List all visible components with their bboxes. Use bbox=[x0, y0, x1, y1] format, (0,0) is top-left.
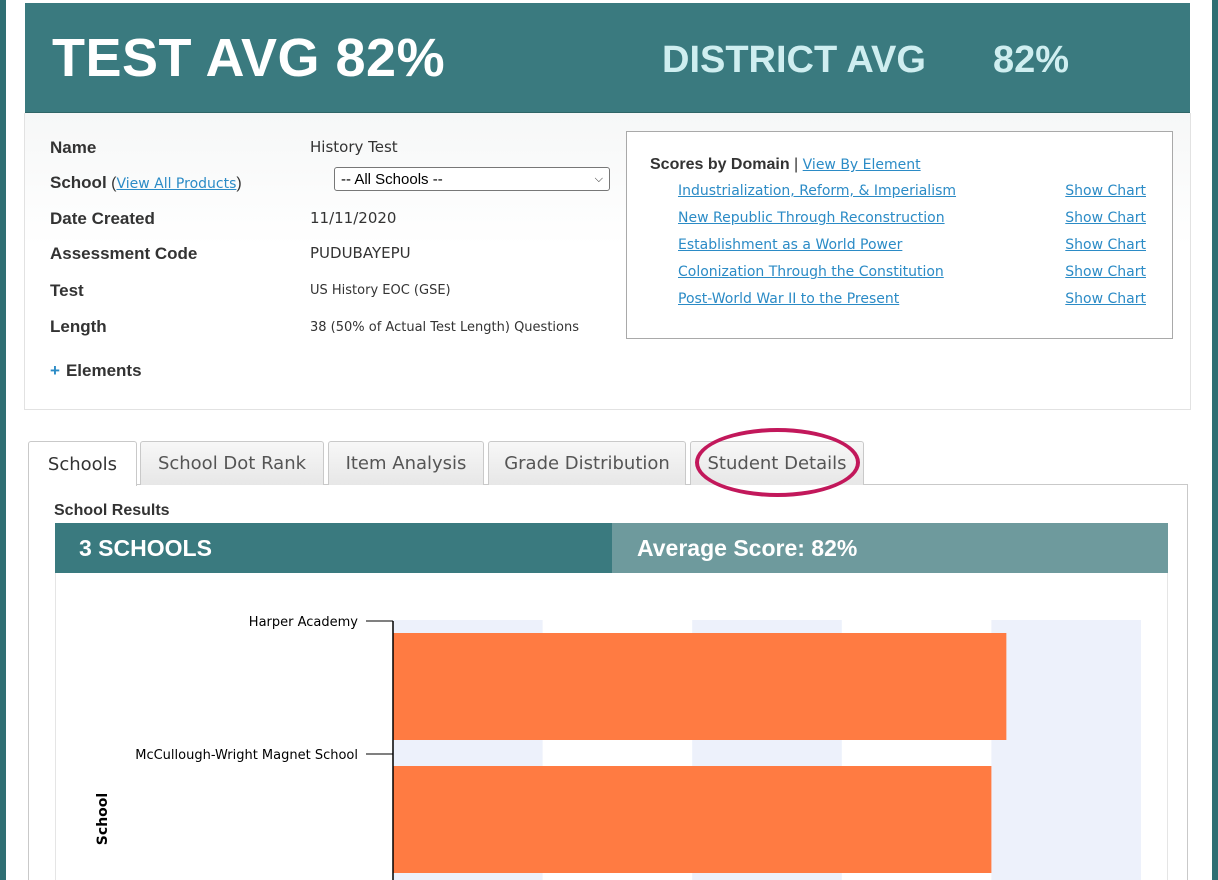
domain-heading: Scores by Domain | View By Element bbox=[650, 156, 921, 173]
show-chart-link[interactable]: Show Chart bbox=[1065, 264, 1146, 280]
highlight-ring bbox=[695, 428, 860, 497]
show-chart-link[interactable]: Show Chart bbox=[1065, 237, 1146, 253]
domain-heading-title: Scores by Domain bbox=[650, 156, 790, 173]
y-tick-label: Harper Academy bbox=[249, 615, 359, 630]
domain-link[interactable]: Industrialization, Reform, & Imperialism bbox=[678, 183, 957, 199]
bar[interactable] bbox=[393, 633, 1007, 740]
chevron-down-icon: ⌵ bbox=[594, 172, 603, 185]
schools-count-bar: 3 SCHOOLS bbox=[55, 523, 612, 573]
y-tick-label: McCullough-Wright Magnet School bbox=[135, 748, 358, 763]
name-label: Name bbox=[50, 138, 97, 157]
length-value: 38 (50% of Actual Test Length) Questions bbox=[310, 320, 579, 335]
district-average-value: 82% bbox=[993, 39, 1070, 81]
average-score-bar: Average Score: 82% bbox=[612, 523, 1168, 573]
view-all-products-link[interactable]: View All Products bbox=[116, 176, 237, 192]
code-label: Assessment Code bbox=[50, 244, 198, 263]
show-chart-link[interactable]: Show Chart bbox=[1065, 183, 1146, 199]
school-select[interactable]: -- All Schools -- ⌵ bbox=[334, 167, 610, 191]
elements-label: Elements bbox=[65, 361, 142, 380]
school-select-value: -- All Schools -- bbox=[341, 170, 443, 188]
y-axis-label: School bbox=[95, 793, 111, 845]
tab-item-analysis[interactable]: Item Analysis bbox=[328, 441, 484, 485]
school-label: School bbox=[50, 173, 107, 192]
domain-link[interactable]: Post-World War II to the Present bbox=[678, 291, 900, 307]
tab-school-dot-rank[interactable]: School Dot Rank bbox=[140, 441, 324, 485]
length-label: Length bbox=[50, 317, 107, 336]
elements-toggle[interactable]: + Elements bbox=[50, 361, 142, 381]
view-by-element-link[interactable]: View By Element bbox=[802, 157, 921, 173]
name-value: History Test bbox=[310, 138, 398, 156]
tab-grade-distribution[interactable]: Grade Distribution bbox=[488, 441, 686, 485]
score-banner: TEST AVG 82% DISTRICT AVG 82% bbox=[25, 3, 1190, 113]
date-value: 11/11/2020 bbox=[310, 209, 397, 227]
grid-band bbox=[991, 620, 1141, 880]
test-label: Test bbox=[50, 281, 84, 300]
school-results-chart: Harper Academy McCullough-Wright Magnet S… bbox=[95, 615, 1141, 880]
domain-link[interactable]: Establishment as a World Power bbox=[678, 237, 903, 253]
school-label-group: School (View All Products) bbox=[50, 173, 242, 192]
scores-by-domain-box: Scores by Domain | View By Element Indus… bbox=[626, 131, 1173, 339]
domain-link[interactable]: New Republic Through Reconstruction bbox=[678, 210, 945, 226]
assessment-info-panel: Name History Test School (View All Produ… bbox=[24, 113, 1191, 410]
district-average-label: DISTRICT AVG bbox=[662, 39, 926, 81]
chart-area bbox=[55, 573, 1168, 880]
code-value: PUDUBAYEPU bbox=[310, 244, 411, 262]
test-value: US History EOC (GSE) bbox=[310, 283, 451, 298]
show-chart-link[interactable]: Show Chart bbox=[1065, 291, 1146, 307]
page-frame-right bbox=[1212, 0, 1218, 880]
page-frame-left bbox=[0, 0, 6, 880]
test-average: TEST AVG 82% bbox=[52, 28, 446, 88]
date-label: Date Created bbox=[50, 209, 155, 228]
domain-link[interactable]: Colonization Through the Constitution bbox=[678, 264, 944, 280]
show-chart-link[interactable]: Show Chart bbox=[1065, 210, 1146, 226]
school-results-title: School Results bbox=[54, 502, 170, 519]
tab-schools[interactable]: Schools bbox=[28, 441, 137, 486]
bar[interactable] bbox=[393, 766, 992, 873]
plus-icon: + bbox=[50, 361, 60, 380]
